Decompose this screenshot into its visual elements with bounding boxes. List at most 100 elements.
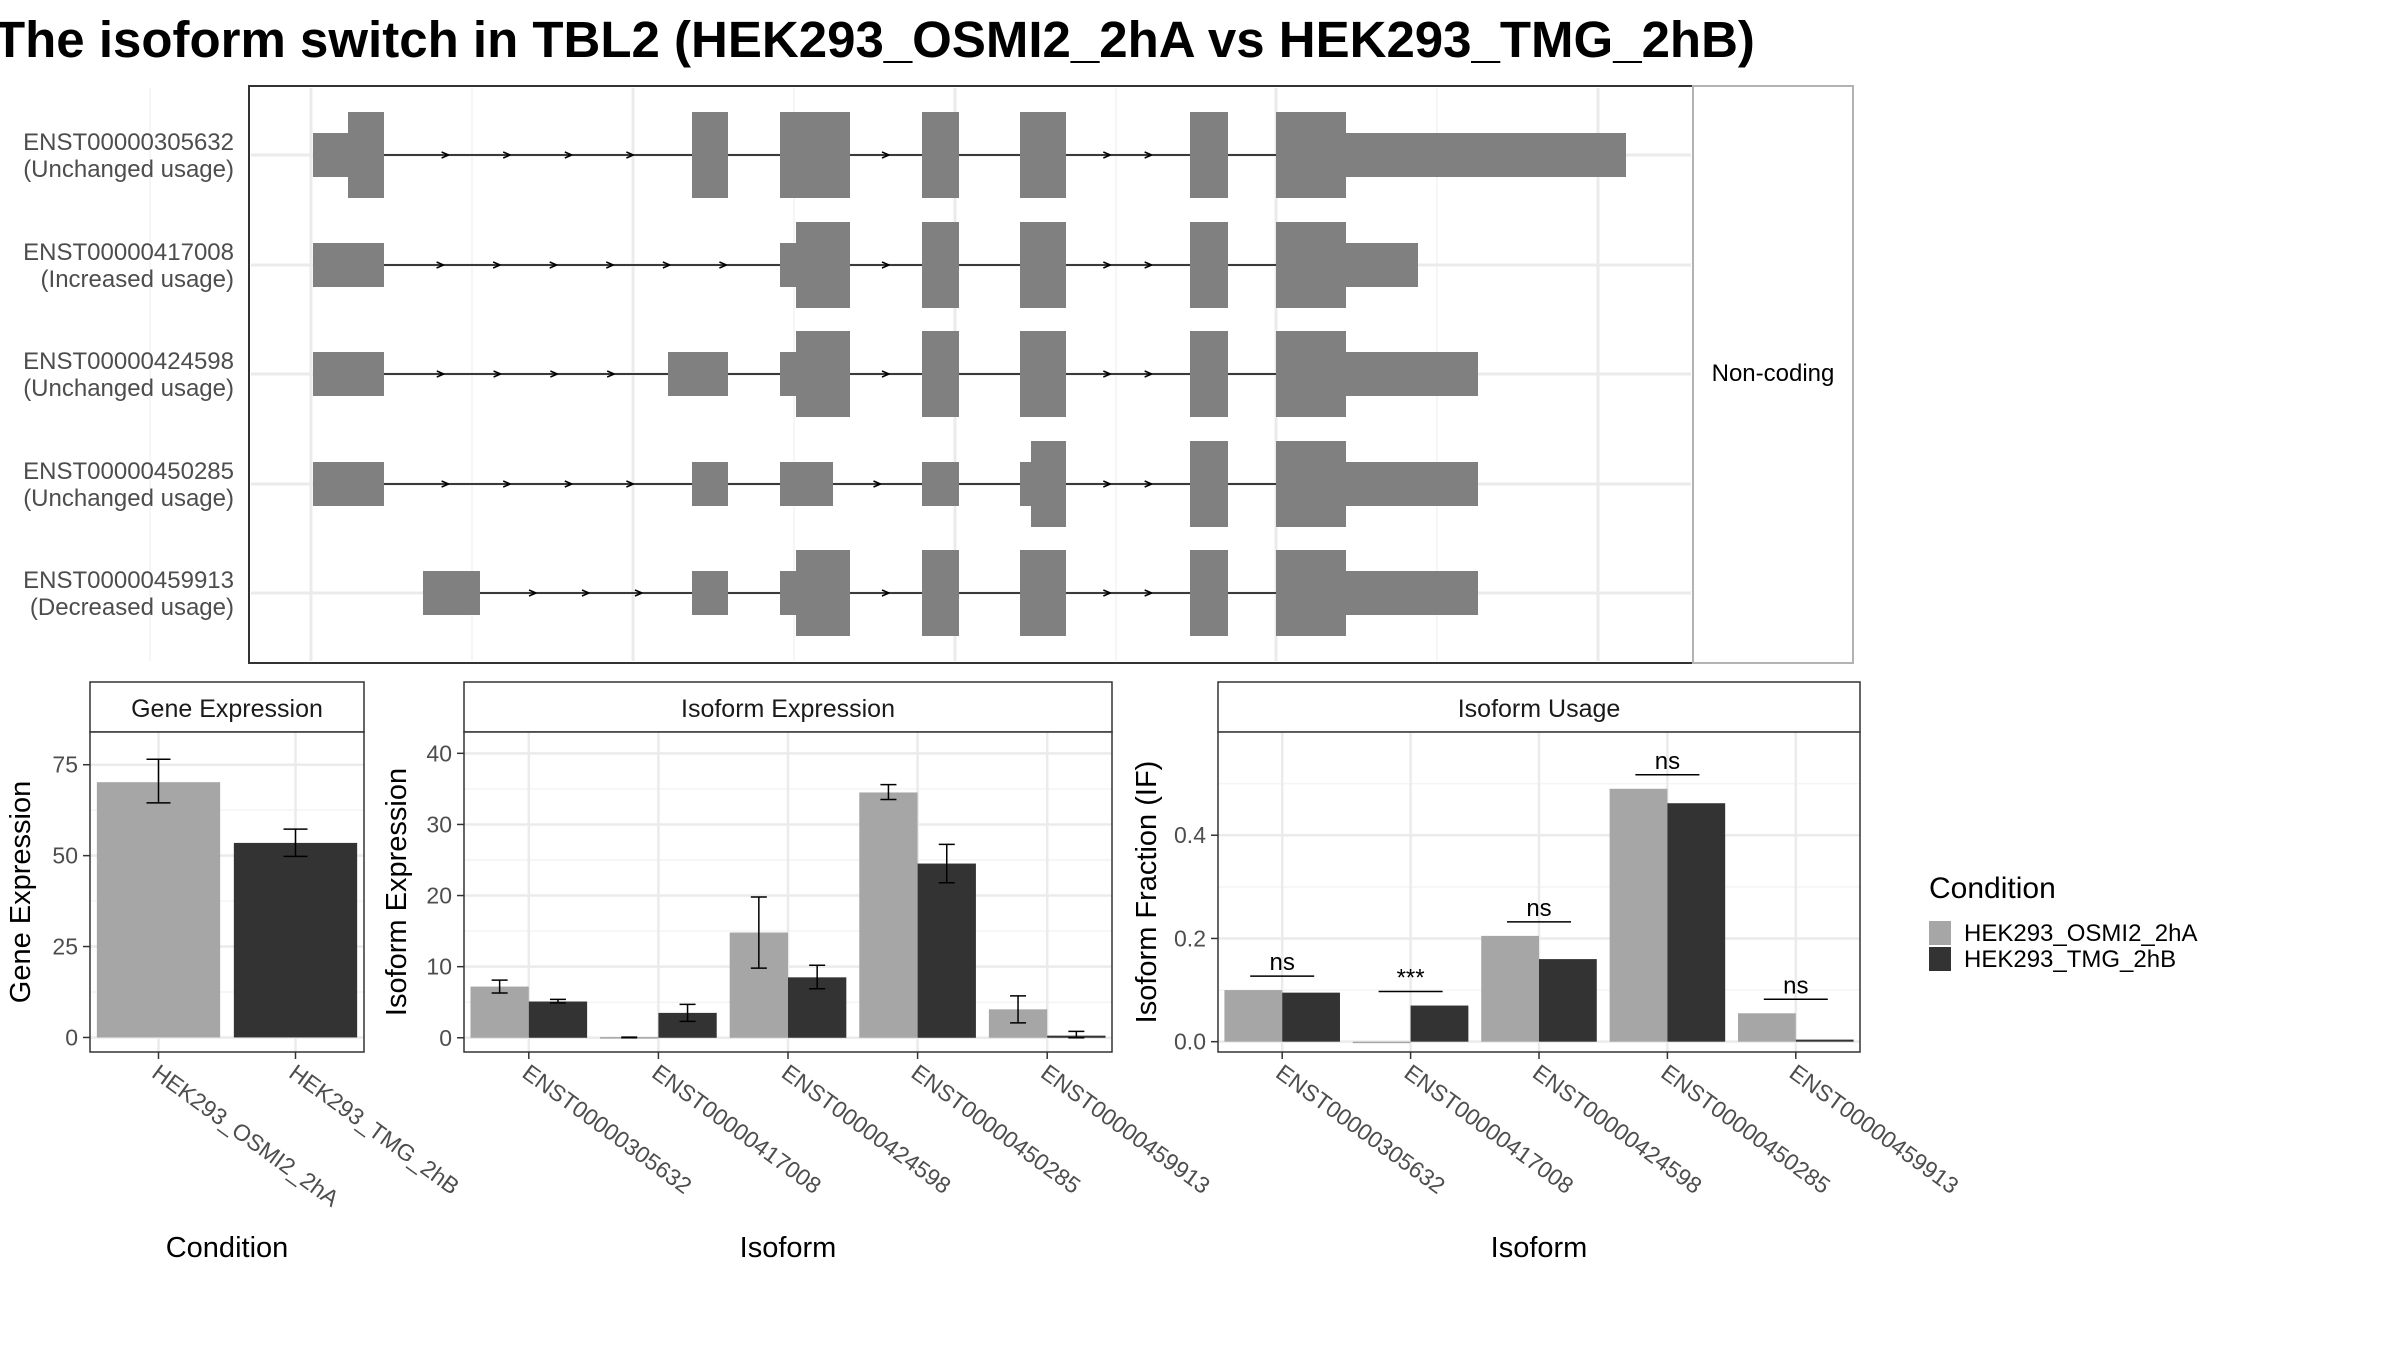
- error-bar: [283, 828, 308, 858]
- exon: [313, 462, 384, 506]
- bar: [1667, 803, 1726, 1042]
- error-bar: [750, 896, 767, 969]
- exon: [922, 462, 959, 506]
- error-bar: [621, 1036, 638, 1039]
- bar: [1609, 788, 1668, 1042]
- y-tick-label: 0.2: [1174, 925, 1206, 951]
- exon: [780, 112, 850, 198]
- error-bar: [1010, 995, 1027, 1024]
- exon: [1020, 222, 1066, 308]
- bar: [233, 842, 358, 1038]
- exon: [692, 462, 728, 506]
- significance-label: ns: [1526, 895, 1551, 922]
- y-tick-label: 0.4: [1174, 822, 1206, 848]
- bar: [1738, 1013, 1796, 1042]
- bar: [859, 792, 918, 1038]
- y-tick-label: 50: [52, 843, 78, 869]
- exon: [1276, 112, 1346, 198]
- transcript-id-label: ENST00000305632: [23, 129, 234, 156]
- strand-arrow: [719, 261, 729, 269]
- exon: [922, 550, 959, 636]
- exon: [1190, 112, 1228, 198]
- significance-label: ns: [1783, 972, 1808, 999]
- facet-strip: [463, 681, 1113, 733]
- strand-arrow: [441, 480, 451, 488]
- strand-arrow: [881, 261, 891, 269]
- exon: [1020, 112, 1066, 198]
- bar: [1795, 1039, 1854, 1042]
- significance-label: ***: [1397, 965, 1425, 992]
- exon: [1190, 441, 1228, 527]
- facet-strip-label: Isoform Usage: [1458, 695, 1621, 723]
- bar: [528, 1001, 588, 1038]
- strand-arrow: [436, 261, 446, 269]
- y-tick-label: 75: [52, 752, 78, 778]
- y-axis-title: Isoform Fraction (IF): [1131, 761, 1163, 1024]
- strand-arrow: [502, 480, 513, 488]
- exon: [1190, 550, 1228, 636]
- error-bar: [146, 758, 171, 804]
- strand-arrow: [1144, 151, 1154, 159]
- exon: [1276, 331, 1346, 417]
- exon: [1031, 441, 1066, 527]
- bar: [1282, 992, 1340, 1042]
- facet-label: Non-coding: [1712, 360, 1835, 387]
- bar-panel-isoform-expression: Isoform Expression010203040ENST000003056…: [381, 681, 1215, 1264]
- strand-arrow: [564, 480, 574, 488]
- exon: [313, 243, 384, 287]
- exon: [1020, 331, 1066, 417]
- exon: [313, 133, 348, 177]
- legend-title: Condition: [1929, 872, 2056, 905]
- strand-arrow: [581, 589, 591, 597]
- exon: [692, 571, 728, 615]
- strand-arrow: [1103, 261, 1113, 269]
- y-tick-label: 40: [426, 740, 452, 766]
- transcript-id-label: ENST00000424598: [23, 348, 234, 375]
- strand-arrow: [881, 589, 891, 597]
- facet-strip-label: Isoform Expression: [681, 695, 895, 723]
- bar: [1539, 959, 1597, 1042]
- facet-strip: [1692, 85, 1854, 664]
- strand-arrow: [605, 261, 616, 269]
- error-bar: [1068, 1030, 1085, 1039]
- transcript-status-label: (Unchanged usage): [23, 485, 234, 512]
- error-bar: [679, 1003, 696, 1023]
- exon: [348, 112, 384, 198]
- x-axis-title: Isoform: [1491, 1232, 1588, 1264]
- strand-arrow: [1144, 589, 1154, 597]
- y-tick-label: 25: [52, 934, 78, 960]
- strand-arrow: [528, 589, 538, 597]
- bar: [1224, 990, 1283, 1042]
- exon: [1346, 133, 1626, 177]
- strand-arrow: [626, 480, 636, 488]
- bar: [96, 782, 221, 1038]
- bar: [1410, 1005, 1469, 1042]
- exon: [780, 243, 796, 287]
- exon: [668, 352, 728, 396]
- exon: [313, 352, 384, 396]
- strand-arrow: [634, 589, 644, 597]
- facet-strip: [89, 681, 365, 733]
- transcript-status-label: (Unchanged usage): [23, 375, 234, 402]
- transcript-status-label: (Decreased usage): [30, 594, 234, 621]
- strand-arrow: [881, 370, 891, 378]
- significance-label: ns: [1655, 748, 1680, 775]
- strand-arrow: [1103, 589, 1113, 597]
- bar-panel-isoform-usage: Isoform Usagens***nsnsns0.00.20.4ENST000…: [1131, 681, 1964, 1264]
- bar: [917, 863, 976, 1038]
- exon: [1190, 222, 1228, 308]
- exon: [1276, 550, 1346, 636]
- error-bar: [880, 783, 897, 801]
- exon: [796, 550, 850, 636]
- exon: [692, 112, 728, 198]
- strand-arrow: [1144, 480, 1154, 488]
- exon: [1020, 550, 1066, 636]
- bar: [470, 986, 529, 1038]
- y-tick-label: 0: [439, 1025, 452, 1051]
- strand-arrow: [493, 370, 503, 378]
- transcript-status-label: (Increased usage): [41, 266, 234, 293]
- exon: [1276, 222, 1346, 308]
- exon: [922, 222, 959, 308]
